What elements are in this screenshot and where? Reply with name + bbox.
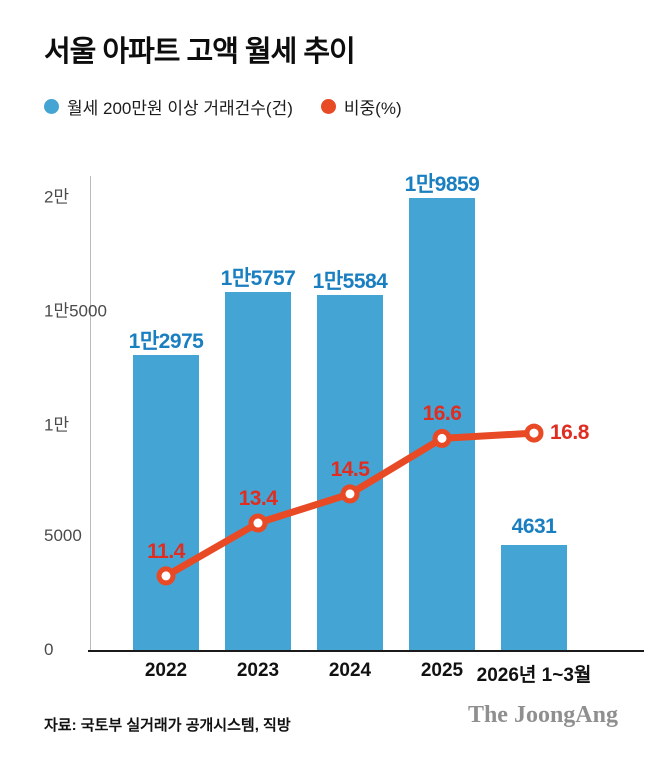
line-value-label: 13.4	[238, 487, 278, 511]
line-series-dot-icon	[320, 99, 336, 114]
joongang-logo: The JoongAng	[467, 702, 618, 728]
bar	[501, 544, 567, 650]
x-axis-tick-label: 2024	[328, 660, 372, 681]
legend-label-line: 비중(%)	[343, 99, 402, 118]
x-axis-line	[88, 650, 644, 652]
line-value-label: 16.8	[550, 421, 589, 445]
source-note: 자료: 국토부 실거래가 공개시스템, 직방	[44, 717, 291, 734]
bar-value-label: 1만2975	[128, 329, 204, 353]
bar-value-label: 1만5584	[312, 270, 388, 294]
bar	[133, 354, 199, 650]
x-axis-tick-label: 2022	[144, 660, 188, 681]
y-axis-tick-label: 2만	[44, 187, 70, 207]
y-axis-line	[90, 176, 91, 650]
bar-value-label: 4631	[511, 514, 557, 538]
y-axis-tick-label: 5000	[44, 526, 82, 546]
x-axis-tick-label: 2025	[420, 660, 464, 681]
x-axis-tick-label: 2023	[236, 660, 280, 681]
y-axis-tick-label: 0	[44, 640, 54, 659]
line-value-label: 16.6	[422, 402, 462, 426]
chart-title: 서울 아파트 고액 월세 추이	[44, 36, 356, 68]
trend-point-marker	[524, 423, 544, 443]
bar-value-label: 1만5757	[220, 266, 296, 290]
bar	[225, 291, 291, 650]
line-value-label: 14.5	[330, 457, 370, 481]
legend-label-bars: 월세 200만원 이상 거래건수(건)	[67, 99, 293, 118]
y-axis-tick-label: 1만5000	[44, 301, 107, 321]
legend: 월세 200만원 이상 거래건수(건) 비중(%)	[44, 94, 402, 119]
bar-series-dot-icon	[44, 99, 59, 114]
line-value-label: 11.4	[147, 539, 185, 563]
x-axis-tick-label: 2026년 1~3월	[476, 665, 592, 686]
legend-item-line: 비중(%)	[320, 94, 402, 119]
bar-value-label: 1만9859	[404, 173, 480, 197]
y-axis-tick-label: 1만	[44, 415, 70, 434]
legend-item-bars: 월세 200만원 이상 거래건수(건)	[44, 94, 293, 119]
